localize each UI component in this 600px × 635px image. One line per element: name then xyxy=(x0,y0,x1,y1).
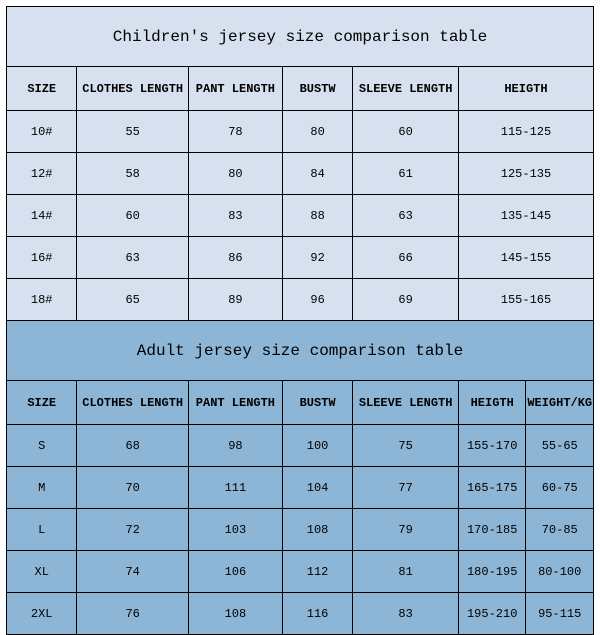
cell: 103 xyxy=(188,509,282,551)
cell: 63 xyxy=(353,195,459,237)
col-pant-length: PANT LENGTH xyxy=(188,67,282,111)
children-title: Children's jersey size comparison table xyxy=(7,7,594,67)
size-comparison-table: Children's jersey size comparison table … xyxy=(6,6,594,635)
cell: 75 xyxy=(353,425,459,467)
adult-title-row: Adult jersey size comparison table xyxy=(7,321,594,381)
cell-size: 18# xyxy=(7,279,77,321)
col-size: SIZE xyxy=(7,67,77,111)
table-row: L 72 103 108 79 170-185 70-85 xyxy=(7,509,594,551)
children-title-row: Children's jersey size comparison table xyxy=(7,7,594,67)
cell: 68 xyxy=(77,425,189,467)
table-row: 18# 65 89 96 69 155-165 xyxy=(7,279,594,321)
adult-header-row: SIZE CLOTHES LENGTH PANT LENGTH BUSTW SL… xyxy=(7,381,594,425)
cell-size: 10# xyxy=(7,111,77,153)
col-clothes-length: CLOTHES LENGTH xyxy=(77,67,189,111)
cell-size: 12# xyxy=(7,153,77,195)
cell-size: L xyxy=(7,509,77,551)
cell: 58 xyxy=(77,153,189,195)
cell: 98 xyxy=(188,425,282,467)
cell: 106 xyxy=(188,551,282,593)
cell: 70-85 xyxy=(526,509,594,551)
col-height: HEIGTH xyxy=(458,67,593,111)
cell: 145-155 xyxy=(458,237,593,279)
cell-size: S xyxy=(7,425,77,467)
cell: 60-75 xyxy=(526,467,594,509)
cell: 135-145 xyxy=(458,195,593,237)
cell: 180-195 xyxy=(458,551,526,593)
cell: 83 xyxy=(188,195,282,237)
table-row: 16# 63 86 92 66 145-155 xyxy=(7,237,594,279)
cell: 77 xyxy=(353,467,459,509)
col-weight: WEIGHT/KG xyxy=(526,381,594,425)
cell: 66 xyxy=(353,237,459,279)
table-row: 2XL 76 108 116 83 195-210 95-115 xyxy=(7,593,594,635)
cell: 84 xyxy=(282,153,352,195)
cell: 115-125 xyxy=(458,111,593,153)
cell: 108 xyxy=(282,509,352,551)
cell: 125-135 xyxy=(458,153,593,195)
cell-size: 14# xyxy=(7,195,77,237)
table-row: M 70 111 104 77 165-175 60-75 xyxy=(7,467,594,509)
table-row: 14# 60 83 88 63 135-145 xyxy=(7,195,594,237)
cell: 72 xyxy=(77,509,189,551)
col-pant-length: PANT LENGTH xyxy=(188,381,282,425)
cell: 80 xyxy=(188,153,282,195)
cell: 70 xyxy=(77,467,189,509)
table-row: 10# 55 78 80 60 115-125 xyxy=(7,111,594,153)
cell: 63 xyxy=(77,237,189,279)
cell: 69 xyxy=(353,279,459,321)
cell-size: 16# xyxy=(7,237,77,279)
cell: 165-175 xyxy=(458,467,526,509)
cell: 55 xyxy=(77,111,189,153)
cell: 111 xyxy=(188,467,282,509)
cell: 116 xyxy=(282,593,352,635)
cell: 104 xyxy=(282,467,352,509)
cell: 80-100 xyxy=(526,551,594,593)
col-bust: BUSTW xyxy=(282,381,352,425)
cell: 79 xyxy=(353,509,459,551)
col-sleeve-length: SLEEVE LENGTH xyxy=(353,67,459,111)
cell: 80 xyxy=(282,111,352,153)
cell: 74 xyxy=(77,551,189,593)
col-bust: BUSTW xyxy=(282,67,352,111)
cell: 60 xyxy=(77,195,189,237)
cell: 100 xyxy=(282,425,352,467)
cell-size: XL xyxy=(7,551,77,593)
table-row: XL 74 106 112 81 180-195 80-100 xyxy=(7,551,594,593)
col-size: SIZE xyxy=(7,381,77,425)
col-clothes-length: CLOTHES LENGTH xyxy=(77,381,189,425)
adult-title: Adult jersey size comparison table xyxy=(7,321,594,381)
children-header-row: SIZE CLOTHES LENGTH PANT LENGTH BUSTW SL… xyxy=(7,67,594,111)
cell-size: 2XL xyxy=(7,593,77,635)
cell: 78 xyxy=(188,111,282,153)
cell-size: M xyxy=(7,467,77,509)
table-row: S 68 98 100 75 155-170 55-65 xyxy=(7,425,594,467)
size-table-container: Children's jersey size comparison table … xyxy=(0,0,600,600)
cell: 55-65 xyxy=(526,425,594,467)
cell: 170-185 xyxy=(458,509,526,551)
cell: 195-210 xyxy=(458,593,526,635)
col-height: HEIGTH xyxy=(458,381,526,425)
cell: 112 xyxy=(282,551,352,593)
cell: 95-115 xyxy=(526,593,594,635)
cell: 155-170 xyxy=(458,425,526,467)
cell: 88 xyxy=(282,195,352,237)
cell: 61 xyxy=(353,153,459,195)
cell: 65 xyxy=(77,279,189,321)
cell: 92 xyxy=(282,237,352,279)
cell: 81 xyxy=(353,551,459,593)
cell: 96 xyxy=(282,279,352,321)
col-sleeve-length: SLEEVE LENGTH xyxy=(353,381,459,425)
cell: 108 xyxy=(188,593,282,635)
cell: 83 xyxy=(353,593,459,635)
table-row: 12# 58 80 84 61 125-135 xyxy=(7,153,594,195)
cell: 76 xyxy=(77,593,189,635)
cell: 89 xyxy=(188,279,282,321)
cell: 86 xyxy=(188,237,282,279)
cell: 60 xyxy=(353,111,459,153)
cell: 155-165 xyxy=(458,279,593,321)
